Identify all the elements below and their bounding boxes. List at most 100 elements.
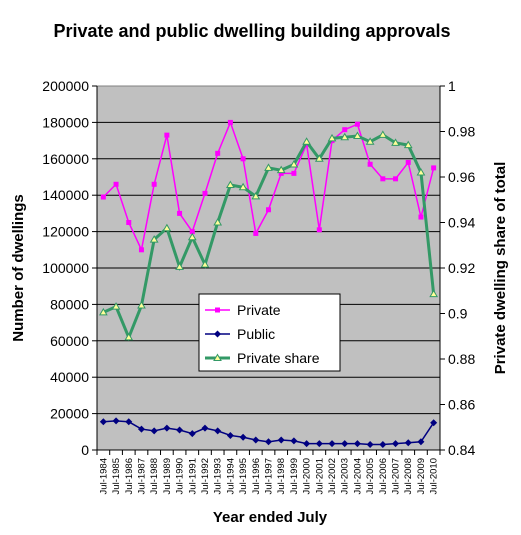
legend-marker (214, 330, 221, 338)
private-share-point (162, 223, 172, 232)
x-tick-label: Jul-1999 (289, 458, 300, 494)
y-tick-label: 100000 (42, 260, 89, 276)
private-share-point (124, 332, 134, 341)
private-point (202, 190, 208, 196)
y2-tick-label: 0.94 (448, 215, 475, 231)
private-share-point (98, 307, 108, 316)
y-tick-label: 160000 (42, 151, 89, 167)
x-tick-label: Jul-1986 (124, 458, 135, 494)
left-axis: 0 20000 40000 60000 80000 100000 120000 140000 1… (42, 78, 440, 458)
public-point (201, 424, 209, 432)
public-point (214, 427, 222, 435)
y2-tick-label: 0.98 (448, 124, 475, 140)
private-point (253, 230, 259, 236)
public-point (404, 439, 412, 447)
private-point (126, 220, 132, 225)
private-point (342, 127, 348, 133)
public-point (99, 418, 107, 426)
y2-tick-label: 0.9 (448, 306, 468, 322)
public-point (176, 426, 184, 434)
public-point (252, 436, 260, 444)
private-share-point (340, 132, 350, 141)
public-point (341, 440, 349, 448)
private-share-point (276, 165, 286, 174)
private-point (316, 227, 322, 233)
y-tick-label: 200000 (42, 78, 89, 94)
public-point (315, 440, 323, 448)
private-share-point (137, 301, 146, 309)
public-point (163, 424, 171, 432)
private-point (113, 181, 119, 187)
x-tick-label: Jul-2007 (391, 458, 402, 494)
legend-item-private-share: Private share (205, 350, 320, 366)
private-point (418, 214, 424, 220)
private-point (189, 229, 195, 235)
private-share-point (200, 260, 210, 268)
legend-marker (215, 307, 220, 313)
public-point (277, 436, 285, 444)
private-share-point (391, 138, 400, 146)
private-share-point (365, 137, 375, 145)
private-share-point (353, 131, 362, 140)
y2-tick-label: 0.84 (448, 442, 475, 458)
private-point (215, 150, 221, 156)
x-tick-label: Jul-1990 (175, 458, 186, 494)
legend-item-public: Public (205, 326, 275, 342)
legend-item-private: Private (205, 302, 281, 318)
x-tick-label: Jul-1984 (98, 458, 109, 494)
x-tick-label: Jul-2001 (314, 458, 325, 494)
private-share-point (416, 167, 426, 176)
x-tick-label: Jul-1985 (111, 458, 122, 494)
public-point (125, 418, 133, 426)
private-point (278, 170, 284, 176)
public-point (430, 419, 438, 427)
private-share-point (327, 133, 337, 142)
private-share-point (289, 159, 299, 168)
private-share-point (111, 302, 121, 310)
x-tick-label: Jul-2006 (378, 458, 389, 494)
public-point (379, 441, 387, 449)
y-tick-label: 80000 (50, 296, 89, 312)
private-share-point (429, 289, 439, 298)
public-point (417, 438, 425, 446)
private-share-point (251, 191, 261, 200)
private-share-point (149, 235, 159, 243)
private-point (151, 181, 157, 187)
x-tick-label: Jul-2005 (365, 458, 376, 494)
public-point (150, 427, 158, 435)
private-share-point (213, 218, 223, 226)
x-tick-label: Jul-1988 (149, 458, 160, 494)
private-point (367, 161, 373, 167)
public-point (303, 440, 311, 448)
y-tick-label: 140000 (42, 187, 89, 203)
private-share-point (238, 182, 248, 191)
public-point (239, 433, 247, 441)
y-tick-label: 60000 (50, 333, 89, 349)
y2-tick-label: 0.88 (448, 351, 475, 367)
x-tick-label: Jul-2000 (302, 458, 313, 494)
x-axis-title: Year ended July (213, 509, 328, 526)
x-tick-label: Jul-1993 (213, 458, 224, 494)
public-point (137, 425, 145, 433)
series-layer (98, 119, 439, 449)
y2-tick-label: 0.96 (448, 169, 475, 185)
x-tick-label: Jul-2008 (403, 458, 414, 494)
y-tick-label: 20000 (50, 406, 89, 422)
chart-title: Private and public dwelling building app… (53, 21, 450, 41)
x-tick-label: Jul-1989 (162, 458, 173, 494)
y2-tick-label: 0.92 (448, 260, 475, 276)
private-point (291, 170, 297, 176)
private-share-point (378, 130, 388, 138)
private-share-point (403, 140, 413, 149)
legend-label: Private share (237, 350, 320, 366)
x-tick-label: Jul-2009 (416, 458, 427, 494)
y2-tick-label: 0.86 (448, 397, 475, 413)
series-private (100, 119, 437, 253)
x-tick-label: Jul-2004 (352, 458, 363, 494)
y-tick-label: 180000 (42, 114, 89, 130)
public-point (353, 440, 361, 448)
right-axis: 0.84 0.86 0.88 0.9 0.92 0.94 0.96 0.98 1 (439, 78, 475, 458)
private-point (164, 132, 170, 138)
private-share-point (187, 232, 197, 241)
